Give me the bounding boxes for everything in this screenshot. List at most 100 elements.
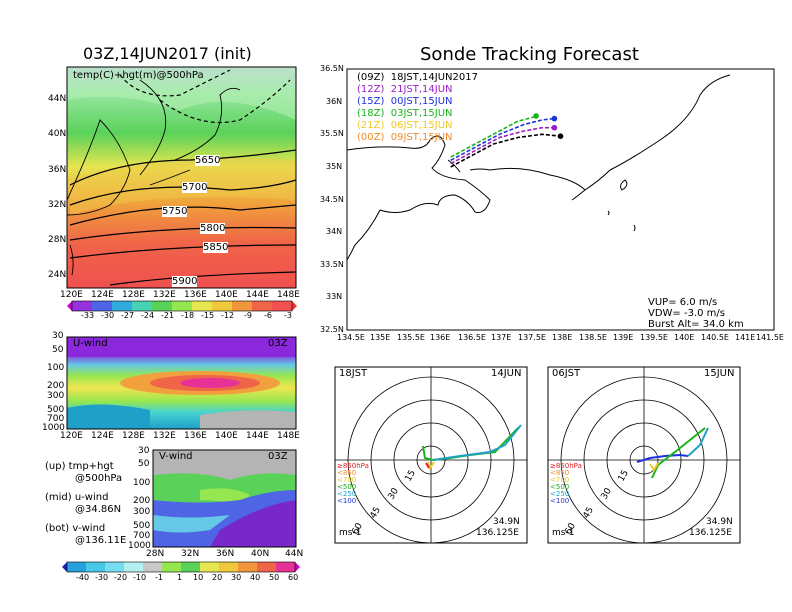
cbar-tick: 1 <box>177 573 183 582</box>
p-tick: 500 <box>47 405 65 415</box>
contour-label: 5750 <box>162 206 188 217</box>
hodo1-level-legend: ≥850hPa <850 <700 <500 <250 <100 <box>337 462 369 505</box>
lat-tick: 24N <box>48 270 67 280</box>
hodo2-lon: 136.125E <box>689 528 732 538</box>
lon-tick: 144E <box>246 290 269 300</box>
p-tick: 500 <box>133 521 151 531</box>
cbar-tick: -27 <box>121 311 135 320</box>
map-500hpa <box>66 66 297 289</box>
lon-tick: 120E <box>60 431 83 441</box>
note-mid: (mid) u-wind <box>45 492 109 503</box>
note-bot: (bot) v-wind <box>45 523 106 534</box>
track-series-2 <box>450 117 555 162</box>
p-tick: 30 <box>138 446 150 456</box>
lat-tick: 36N <box>216 549 235 559</box>
track-landing-point <box>557 133 564 140</box>
p-tick: 300 <box>133 507 151 517</box>
cbar-tick: 40 <box>250 573 261 582</box>
hodo1-unit: ms-1 <box>339 528 362 538</box>
hodograph-2 <box>547 366 741 544</box>
track-lon-tick: 139.5E <box>640 333 668 342</box>
track-series-0 <box>450 133 561 168</box>
vwind-label: V-wind <box>159 451 193 462</box>
height-contours <box>69 69 297 286</box>
hodograph-1 <box>334 366 528 544</box>
contour-label: 5900 <box>172 276 198 287</box>
track-lon-tick: 141E <box>735 333 756 342</box>
cbar-tick: -21 <box>161 311 175 320</box>
lat-tick: 40N <box>48 129 67 139</box>
cbar-tick: -33 <box>81 311 95 320</box>
p-tick: 200 <box>133 496 151 506</box>
cbar-tick: -30 <box>101 311 115 320</box>
cbar-tick: -9 <box>244 311 252 320</box>
lat-tick: 36N <box>48 165 67 175</box>
right-title: Sonde Tracking Forecast <box>420 44 639 65</box>
lon-tick: 132E <box>153 290 176 300</box>
track-lon-tick: 136.5E <box>458 333 486 342</box>
p-tick: 1000 <box>42 423 65 433</box>
launch-legend-item: (21Z) 06JST,15JUN <box>357 120 453 131</box>
cbar-tick: -40 <box>76 573 90 582</box>
lon-tick: 136E <box>184 290 207 300</box>
lat-tick: 28N <box>48 235 67 245</box>
cbar-tick: -20 <box>114 573 128 582</box>
track-coastline <box>346 74 731 261</box>
track-lon-tick: 138E <box>552 333 573 342</box>
uwind-label: U-wind <box>73 338 108 349</box>
hodo1-lon: 136.125E <box>476 528 519 538</box>
lat-tick: 40N <box>251 549 270 559</box>
colorbar-wind <box>62 561 300 573</box>
hodo2-date: 15JUN <box>704 368 735 379</box>
lon-tick: 136E <box>184 431 207 441</box>
param-vup: VUP= 6.0 m/s <box>648 297 718 308</box>
contour-label: 5650 <box>195 155 221 166</box>
track-lon-tick: 134.5E <box>337 333 365 342</box>
uwind-time: 03Z <box>268 338 288 349</box>
cbar-tick: -6 <box>264 311 272 320</box>
track-lat-tick: 35N <box>326 162 343 171</box>
lon-tick: 120E <box>60 290 83 300</box>
contour-label: 5850 <box>203 242 229 253</box>
left-title: 03Z,14JUN2017 (init) <box>83 44 252 63</box>
lon-tick: 124E <box>91 431 114 441</box>
track-lon-tick: 137E <box>491 333 512 342</box>
p-tick: 700 <box>133 531 151 541</box>
launch-legend-item: (12Z) 21JST,14JUN <box>357 84 453 95</box>
track-landing-point <box>551 115 558 122</box>
lon-tick: 144E <box>246 431 269 441</box>
lat-tick: 32N <box>48 200 67 210</box>
track-lat-tick: 33.5N <box>320 260 344 269</box>
launch-legend-item: (18Z) 03JST,15JUN <box>357 108 453 119</box>
cbar-tick: -10 <box>133 573 147 582</box>
cbar-tick: -3 <box>284 311 292 320</box>
contour-label: 5800 <box>200 223 226 234</box>
cbar-tick: -1 <box>155 573 163 582</box>
track-lon-tick: 137.5E <box>518 333 546 342</box>
hodo2-curve <box>651 427 706 479</box>
lat-tick: 44N <box>285 549 304 559</box>
cbar-tick: 10 <box>193 573 204 582</box>
lon-tick: 132E <box>153 431 176 441</box>
cbar-tick: -24 <box>141 311 155 320</box>
lon-tick: 148E <box>277 290 300 300</box>
p-tick: 100 <box>47 363 65 373</box>
lon-tick: 128E <box>122 431 145 441</box>
coastlines <box>66 79 241 276</box>
track-lon-tick: 139E <box>613 333 634 342</box>
uwind-section <box>66 336 297 430</box>
p-tick: 30 <box>52 331 64 341</box>
p-tick: 1000 <box>128 541 151 551</box>
note-up: (up) tmp+hgt <box>45 461 114 472</box>
track-lat-tick: 35.5N <box>320 129 344 138</box>
param-burst: Burst Alt= 34.0 km <box>648 319 744 330</box>
cbar-tick: -15 <box>201 311 215 320</box>
cbar-tick: 60 <box>288 573 299 582</box>
lon-tick: 140E <box>215 431 238 441</box>
hodo1-date: 14JUN <box>491 368 522 379</box>
map500-label: temp(C)+hgt(m)@500hPa <box>73 70 204 81</box>
lat-tick: 28N <box>146 549 165 559</box>
p-tick: 50 <box>52 345 64 355</box>
track-lon-tick: 140E <box>674 333 695 342</box>
